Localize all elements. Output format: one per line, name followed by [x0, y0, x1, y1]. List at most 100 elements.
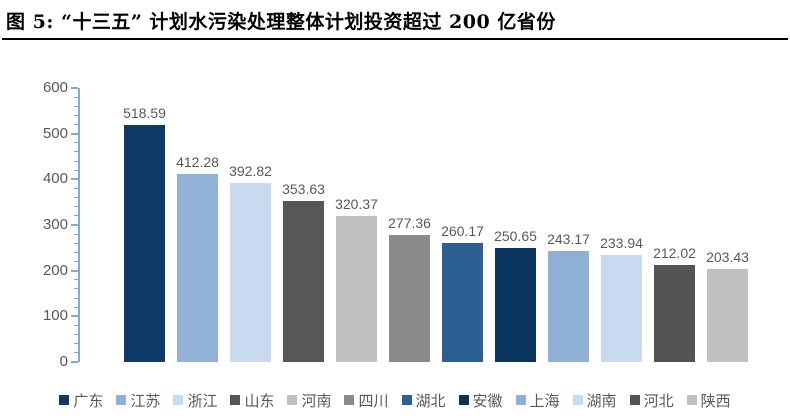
- y-axis-major-tick: [71, 361, 78, 363]
- y-axis-minor-tick: [74, 297, 78, 299]
- legend-label: 陕西: [700, 392, 731, 410]
- y-axis-minor-tick: [74, 142, 78, 144]
- legend-swatch-icon: [572, 395, 583, 405]
- y-axis-major-tick: [71, 269, 78, 272]
- y-axis-major-tick: [71, 315, 78, 318]
- legend-item-山东: 山东: [230, 390, 274, 411]
- y-axis-minor-tick: [74, 261, 78, 263]
- legend-swatch-icon: [686, 395, 697, 405]
- y-axis-major-tick: [71, 132, 78, 135]
- bar-value-label: 233.94: [600, 235, 643, 252]
- bar-value-label: 203.43: [706, 249, 749, 266]
- y-axis-minor-tick: [74, 151, 78, 153]
- legend-label: 湖北: [415, 392, 446, 410]
- legend-swatch-icon: [116, 395, 127, 405]
- y-axis-minor-tick: [74, 352, 78, 354]
- bar-value-label: 250.65: [494, 227, 537, 244]
- legend-label: 广东: [73, 392, 104, 410]
- bar-河南: [336, 215, 377, 362]
- legend-label: 河北: [643, 392, 674, 410]
- y-axis-minor-tick: [74, 233, 78, 235]
- bar-湖南: [601, 255, 642, 362]
- y-axis-minor-tick: [74, 288, 78, 290]
- y-axis-minor-tick: [74, 206, 78, 208]
- y-axis-minor-tick: [74, 334, 78, 336]
- y-axis-tick-label: 600: [42, 79, 68, 96]
- legend-swatch-icon: [230, 395, 241, 405]
- bar-江苏: [177, 173, 218, 362]
- legend-item-四川: 四川: [344, 390, 389, 411]
- legend-label: 上海: [529, 392, 560, 410]
- title-underline: [2, 38, 788, 40]
- legend-label: 安徽: [472, 392, 503, 410]
- bar-value-label: 353.63: [282, 180, 325, 197]
- legend-swatch-icon: [515, 395, 526, 405]
- y-axis-minor-tick: [74, 324, 78, 326]
- y-axis-major-tick: [71, 224, 78, 226]
- legend-label: 江苏: [130, 392, 161, 410]
- bar-山东: [283, 200, 324, 362]
- bar-广东: [124, 125, 165, 362]
- legend-swatch-icon: [629, 395, 640, 405]
- bar-湖北: [442, 243, 483, 362]
- bar-上海: [548, 250, 589, 362]
- legend-label: 山东: [244, 392, 275, 410]
- bar-安徽: [495, 247, 536, 362]
- legend-item-河北: 河北: [629, 390, 674, 411]
- bar-value-label: 260.17: [441, 223, 484, 240]
- legend-item-陕西: 陕西: [686, 390, 731, 411]
- y-axis-tick-label: 100: [42, 307, 68, 325]
- bar-value-label: 277.36: [388, 215, 431, 232]
- bar-value-label: 212.02: [653, 245, 696, 262]
- y-axis-tick-label: 0: [59, 353, 68, 370]
- legend-swatch-icon: [59, 395, 70, 405]
- y-axis-tick-label: 500: [42, 124, 68, 142]
- legend-swatch-icon: [458, 395, 469, 405]
- bar-value-label: 243.17: [547, 230, 590, 247]
- y-axis-minor-tick: [74, 96, 78, 98]
- bar-value-label: 320.37: [335, 195, 378, 212]
- y-axis-minor-tick: [74, 242, 78, 244]
- y-axis-minor-tick: [74, 343, 78, 345]
- y-axis-minor-tick: [74, 197, 78, 199]
- y-axis-tick-label: 300: [42, 216, 68, 233]
- legend-label: 河南: [301, 392, 332, 410]
- chart-legend: 广东 江苏 浙江 山东 河南 四川 湖北 安徽 上海 湖南 河北 陕西: [0, 387, 790, 413]
- y-axis-minor-tick: [74, 114, 78, 116]
- legend-item-江苏: 江苏: [116, 390, 160, 411]
- y-axis-line: [78, 88, 80, 362]
- legend-item-湖南: 湖南: [572, 390, 617, 411]
- legend-item-浙江: 浙江: [173, 390, 217, 411]
- bar-value-label: 412.28: [176, 153, 219, 170]
- legend-swatch-icon: [287, 395, 298, 405]
- legend-item-安徽: 安徽: [458, 390, 503, 411]
- y-axis-tick-label: 200: [42, 261, 68, 279]
- page-title: 图 5: “十三五” 计划水污染处理整体计划投资超过 200 亿省份: [6, 11, 556, 33]
- y-axis-minor-tick: [74, 169, 78, 171]
- legend-item-广东: 广东: [59, 390, 103, 411]
- y-axis-minor-tick: [74, 279, 78, 281]
- legend-item-上海: 上海: [515, 390, 560, 411]
- legend-swatch-icon: [344, 395, 355, 405]
- y-axis-minor-tick: [74, 215, 78, 217]
- legend-item-湖北: 湖北: [401, 390, 446, 411]
- y-axis-minor-tick: [74, 105, 78, 107]
- bar-浙江: [230, 182, 271, 362]
- bar-value-label: 392.82: [229, 162, 272, 179]
- y-axis-tick-label: 400: [42, 170, 68, 188]
- legend-swatch-icon: [401, 395, 412, 405]
- legend-swatch-icon: [173, 395, 184, 405]
- bar-四川: [389, 235, 430, 362]
- y-axis-minor-tick: [74, 306, 78, 308]
- y-axis-minor-tick: [74, 124, 78, 126]
- legend-item-河南: 河南: [287, 390, 331, 411]
- y-axis-major-tick: [71, 178, 78, 181]
- bar-河北: [654, 265, 695, 362]
- y-axis-minor-tick: [74, 160, 78, 162]
- y-axis-minor-tick: [74, 187, 78, 189]
- legend-label: 浙江: [187, 392, 218, 410]
- bar-陕西: [707, 269, 748, 362]
- legend-label: 四川: [358, 392, 389, 410]
